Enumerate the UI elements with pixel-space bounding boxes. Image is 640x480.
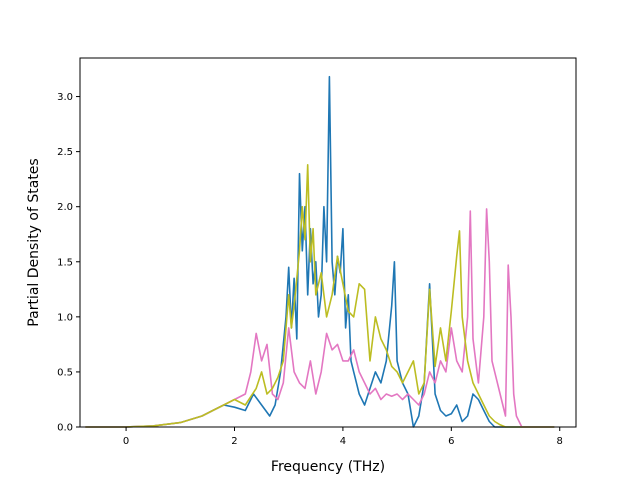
x-tick-label: 6	[448, 436, 454, 447]
series-line-2	[85, 208, 555, 428]
x-tick-label: 8	[557, 436, 563, 447]
y-tick-label: 1.5	[57, 257, 73, 268]
plot-frame	[79, 57, 577, 428]
x-axis-label: Frequency (THz)	[271, 459, 385, 475]
y-tick-label: 1.0	[57, 312, 73, 323]
series-line-3	[85, 164, 555, 428]
y-tick-label: 2.0	[57, 202, 73, 213]
y-tick-label: 3.0	[57, 92, 73, 103]
x-tick-label: 2	[231, 436, 237, 447]
y-axis-label: Partial Density of States	[26, 158, 42, 326]
x-tick-label: 0	[123, 436, 129, 447]
series-group	[85, 75, 555, 428]
y-tick-label: 0.5	[57, 367, 73, 378]
y-tick-label: 2.5	[57, 147, 73, 158]
y-tick-label: 0.0	[57, 423, 73, 434]
series-line-1	[85, 75, 555, 428]
x-axis: 0 2 4 6 8	[123, 427, 563, 447]
y-axis: 0.0 0.5 1.0 1.5 2.0 2.5 3.0	[57, 92, 80, 434]
x-tick-label: 4	[340, 436, 346, 447]
